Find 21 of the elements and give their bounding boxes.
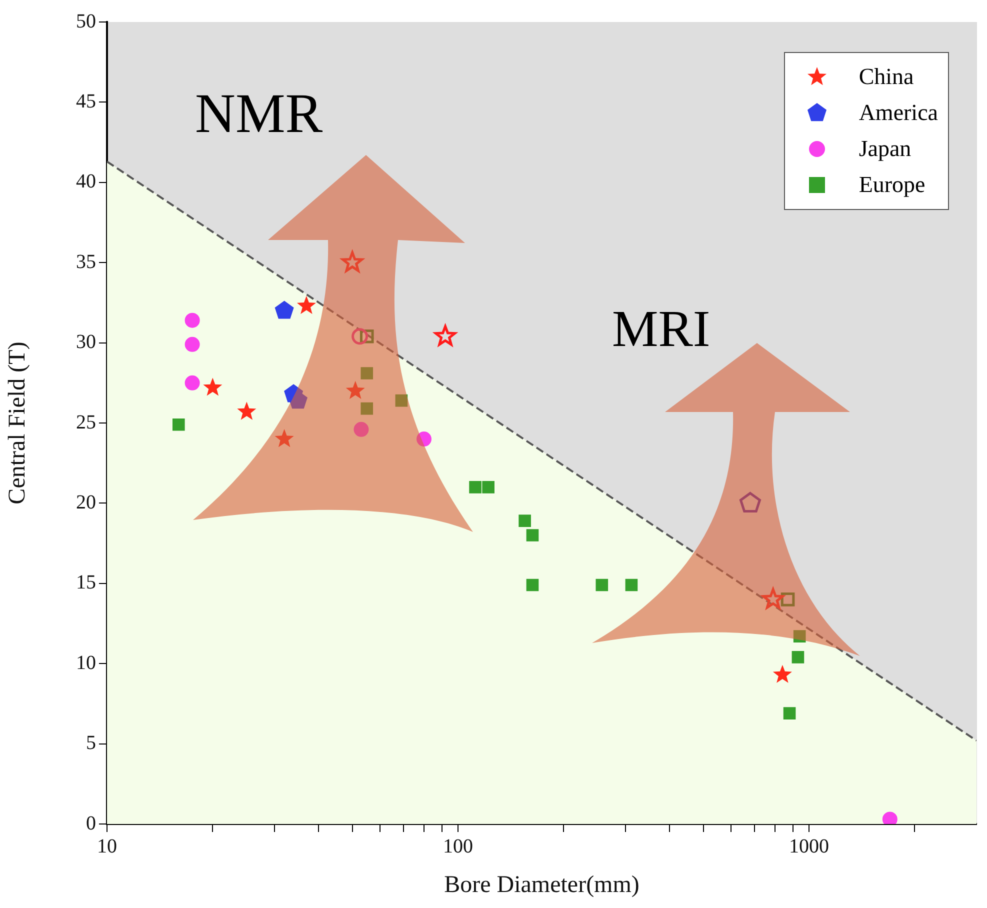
annotation: MRI [612, 300, 710, 359]
y-tick-label: 25 [76, 411, 96, 434]
y-axis-title: Central Field (T) [4, 342, 31, 504]
x-tick-label: 1000 [789, 835, 830, 858]
y-tick-label: 50 [76, 10, 96, 32]
y-tick-label: 20 [76, 491, 96, 514]
legend-label: China [858, 64, 914, 90]
x-axis-title: Bore Diameter(mm) [444, 872, 640, 898]
x-tick-label: 100 [443, 835, 474, 858]
y-tick-label: 10 [76, 652, 96, 674]
legend-label: Europe [858, 172, 926, 198]
annotation: NMR [195, 82, 323, 146]
y-tick-label: 30 [76, 331, 96, 354]
y-tick-label: 40 [76, 170, 96, 193]
y-tick-label: 15 [76, 572, 96, 594]
y-tick-label: 35 [76, 250, 96, 273]
legend-label: Japan [858, 136, 912, 162]
legend-label: America [858, 100, 938, 126]
y-tick-label: 5 [86, 732, 96, 754]
y-tick-label: 45 [76, 90, 96, 112]
y-tick-label: 0 [86, 812, 96, 834]
